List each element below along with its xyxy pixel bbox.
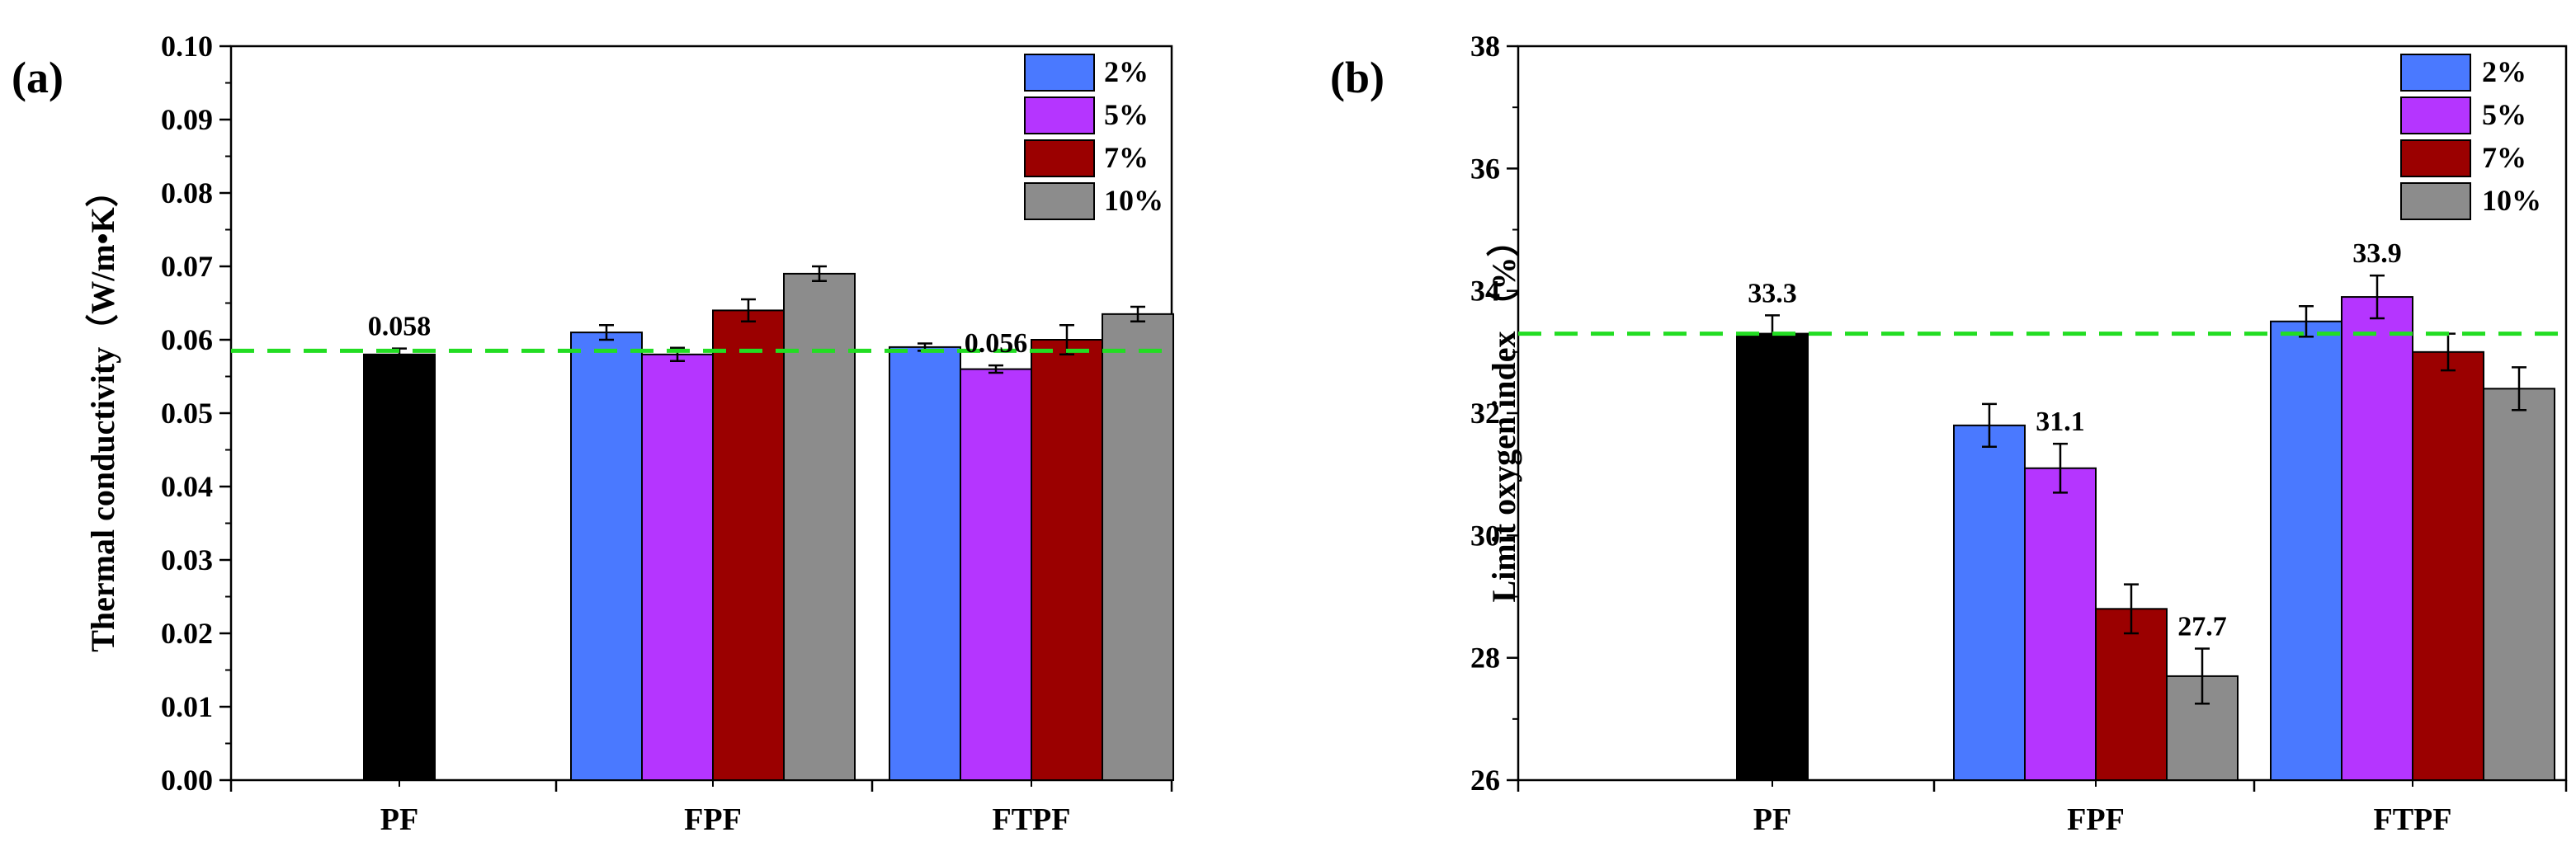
x-category-label: FTPF — [2374, 802, 2452, 837]
legend-swatch — [2400, 139, 2471, 177]
y-tick-label: 0.10 — [161, 30, 213, 63]
x-category-label: PF — [1753, 802, 1791, 837]
bar — [1031, 339, 1103, 781]
y-axis-title-a: Thermal conductivity（W/m•K） — [84, 174, 121, 652]
legend-swatch — [1024, 139, 1095, 177]
y-ticks-a: 0.00 0.01 0.02 0.03 0.04 0.05 0.06 0.07 0.08 0.09… — [161, 30, 231, 797]
data-label: 0.058 — [368, 312, 432, 342]
bar — [960, 368, 1032, 781]
bar — [2270, 320, 2342, 781]
y-tick-label: 0.00 — [161, 764, 213, 797]
bar — [1736, 332, 1809, 782]
legend-swatch — [1024, 96, 1095, 134]
data-labels-b: 33.3 31.1 27.7 33.9 — [1748, 238, 2402, 642]
bar — [2024, 467, 2097, 781]
bars-a — [363, 265, 1174, 782]
x-category-label: FPF — [684, 802, 742, 837]
data-label: 31.1 — [2036, 407, 2085, 437]
legend-b: 2% 5% 7% 10% — [2400, 54, 2541, 220]
legend-swatch — [2400, 96, 2471, 134]
x-ticks-a: PF FPF FTPF — [229, 780, 1173, 837]
y-tick-label: 0.03 — [161, 543, 213, 576]
y-tick-label: 0.05 — [161, 397, 213, 430]
legend-label: 7% — [2482, 141, 2526, 174]
x-ticks-b: PF FPF FTPF — [1517, 780, 2568, 837]
legend-swatch — [2400, 54, 2471, 92]
y-tick-label: 30 — [1470, 519, 1500, 552]
panel-label-b: (b) — [1330, 53, 1385, 102]
legend-a: 2% 5% 7% 10% — [1024, 54, 1163, 220]
panel-b: (b) Limit oxygen index （%） 2628303234363… — [1330, 30, 2568, 837]
y-tick-label: 0.04 — [161, 470, 213, 503]
bar — [2095, 608, 2168, 781]
panel-a: (a) Thermal conductivity（W/m•K） 0.00 0.01… — [12, 30, 1174, 837]
legend-label: 10% — [2482, 184, 2541, 217]
bar — [2412, 350, 2484, 782]
data-label: 33.9 — [2352, 238, 2402, 269]
legend-label: 10% — [1104, 184, 1163, 217]
legend-label: 2% — [2482, 55, 2526, 88]
bar — [570, 332, 643, 782]
y-tick-label: 32 — [1470, 397, 1500, 430]
data-label: 0.056 — [965, 328, 1028, 359]
y-tick-label: 0.09 — [161, 103, 213, 136]
x-category-label: PF — [380, 802, 418, 837]
bar — [712, 309, 785, 781]
bar — [889, 346, 961, 781]
data-label: 27.7 — [2177, 612, 2227, 642]
y-tick-label: 34 — [1470, 275, 1500, 308]
data-labels-a: 0.058 0.056 — [368, 312, 1028, 359]
legend-swatch — [1024, 54, 1095, 92]
legend-swatch — [1024, 182, 1095, 220]
y-tick-label: 38 — [1470, 30, 1500, 63]
legend-label: 5% — [1104, 98, 1149, 131]
bars-b — [1736, 274, 2555, 782]
bar — [783, 272, 856, 781]
bar — [363, 353, 436, 781]
y-tick-label: 26 — [1470, 764, 1500, 797]
y-tick-label: 28 — [1470, 642, 1500, 675]
y-tick-label: 0.01 — [161, 690, 213, 723]
bar — [2341, 296, 2413, 782]
data-label: 33.3 — [1748, 278, 1797, 308]
bar — [1953, 424, 2026, 781]
legend-swatch — [2400, 182, 2471, 220]
bar — [641, 353, 714, 781]
y-tick-label: 0.07 — [161, 250, 213, 283]
legend-label: 5% — [2482, 98, 2526, 131]
legend-label: 7% — [1104, 141, 1149, 174]
legend-label: 2% — [1104, 55, 1149, 88]
bar — [1102, 313, 1174, 782]
y-tick-label: 0.08 — [161, 176, 213, 209]
x-category-label: FPF — [2067, 802, 2125, 837]
x-category-label: FTPF — [993, 802, 1071, 837]
y-tick-label: 0.02 — [161, 617, 213, 650]
bar — [2483, 388, 2555, 781]
panel-label-a: (a) — [12, 53, 64, 102]
y-tick-label: 36 — [1470, 152, 1500, 185]
y-ticks-b: 26 28 30 32 34 36 38 — [1470, 30, 1518, 797]
y-tick-label: 0.06 — [161, 323, 213, 356]
